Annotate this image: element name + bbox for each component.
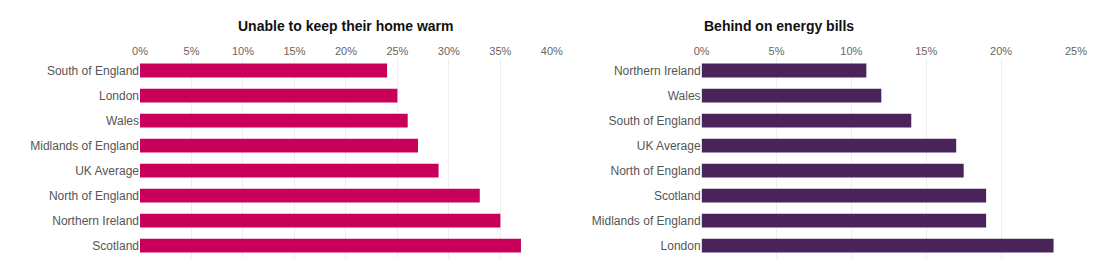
svg-text:Midlands of England: Midlands of England: [30, 139, 139, 153]
svg-text:North of England: North of England: [611, 164, 701, 178]
svg-text:Midlands of England: Midlands of England: [592, 214, 701, 228]
svg-text:25%: 25%: [1065, 45, 1087, 57]
svg-text:Unable to keep their home warm: Unable to keep their home warm: [238, 18, 454, 34]
svg-text:Scotland: Scotland: [654, 189, 701, 203]
svg-text:0%: 0%: [694, 45, 710, 57]
svg-text:20%: 20%: [990, 45, 1012, 57]
svg-text:London: London: [99, 89, 139, 103]
svg-text:Behind on energy bills: Behind on energy bills: [704, 18, 854, 34]
svg-text:Scotland: Scotland: [92, 239, 139, 253]
svg-text:10%: 10%: [840, 45, 862, 57]
svg-text:Wales: Wales: [668, 89, 701, 103]
svg-text:London: London: [661, 239, 701, 253]
svg-text:5%: 5%: [184, 45, 200, 57]
svg-text:0%: 0%: [132, 45, 148, 57]
svg-text:UK Average: UK Average: [637, 139, 701, 153]
svg-text:North of England: North of England: [49, 189, 139, 203]
svg-text:20%: 20%: [335, 45, 357, 57]
svg-text:South of England: South of England: [47, 64, 139, 78]
svg-text:15%: 15%: [283, 45, 305, 57]
svg-text:5%: 5%: [769, 45, 785, 57]
svg-text:25%: 25%: [386, 45, 408, 57]
svg-text:35%: 35%: [489, 45, 511, 57]
svg-text:Northern Ireland: Northern Ireland: [614, 64, 701, 78]
svg-text:30%: 30%: [438, 45, 460, 57]
svg-text:South of England: South of England: [609, 114, 701, 128]
svg-text:UK Average: UK Average: [75, 164, 139, 178]
svg-text:10%: 10%: [232, 45, 254, 57]
svg-text:Wales: Wales: [106, 114, 139, 128]
svg-text:15%: 15%: [915, 45, 937, 57]
svg-text:Northern Ireland: Northern Ireland: [52, 214, 139, 228]
svg-text:40%: 40%: [541, 45, 563, 57]
